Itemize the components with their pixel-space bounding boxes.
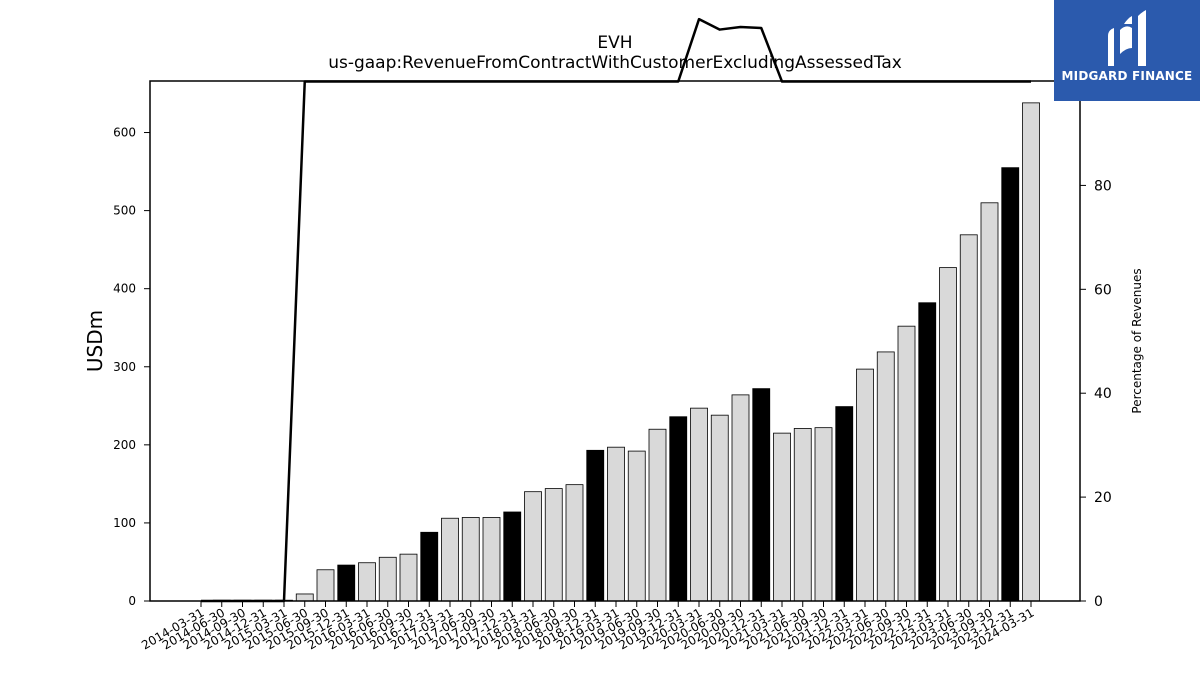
bar (482, 517, 501, 602)
logo-mark-icon (1108, 10, 1146, 66)
y2-tick-label: 80 (1094, 178, 1112, 194)
bar (607, 446, 625, 602)
bar (544, 488, 563, 602)
bar (316, 569, 335, 602)
bar (1001, 167, 1020, 602)
y2-tick-label: 20 (1094, 490, 1112, 506)
bar (378, 556, 397, 602)
y-tick-label: 400 (113, 282, 136, 296)
y2-tick-label: 40 (1094, 386, 1112, 402)
y-tick-label: 600 (113, 126, 136, 140)
bar (503, 511, 522, 602)
y2-axis-label: Percentage of Revenues (1130, 268, 1144, 413)
bar (980, 202, 999, 602)
y-axis: 0 100 200 300 400 500 600 (113, 126, 150, 608)
bar (856, 368, 874, 602)
y-tick-label: 0 (128, 594, 136, 608)
logo: MIDGARD FINANCE (1054, 0, 1200, 101)
bar (669, 416, 688, 602)
bar (814, 427, 833, 602)
bar (627, 450, 646, 602)
y-axis-label: USDm (83, 310, 107, 372)
chart-subtitle: us-gaap:RevenueFromContractWithCustomerE… (328, 53, 902, 73)
bar (1022, 102, 1040, 602)
y2-tick-label: 0 (1094, 594, 1103, 610)
y2-tick-label: 60 (1094, 282, 1112, 298)
y-tick-label: 200 (113, 438, 136, 452)
bar (773, 432, 791, 602)
plot-frame (149, 80, 1081, 602)
bar (524, 491, 542, 602)
bar (959, 234, 978, 602)
bars-group (212, 102, 1040, 602)
bar (835, 406, 854, 602)
logo-text: MIDGARD FINANCE (1061, 69, 1193, 83)
bar (690, 407, 708, 602)
bar (586, 449, 605, 602)
y-tick-label: 500 (113, 204, 136, 218)
bar (565, 484, 584, 602)
bar (939, 267, 957, 602)
y-tick-label: 300 (113, 360, 136, 374)
bar (648, 428, 667, 602)
bar (876, 351, 895, 602)
bar (461, 517, 480, 602)
bar (918, 302, 937, 602)
y2-axis: 020406080100 (1080, 75, 1121, 610)
bar (897, 325, 916, 602)
bar (420, 531, 439, 602)
bar (337, 564, 356, 602)
bar (793, 428, 812, 602)
x-axis: 2014-03-312014-06-302014-09-302014-12-31… (139, 601, 1037, 652)
y-tick-label: 100 (113, 516, 136, 530)
bar (358, 562, 376, 602)
bar (731, 394, 750, 602)
bar (710, 414, 729, 602)
bar (441, 517, 459, 602)
bar (399, 553, 418, 602)
chart-title: EVH (597, 33, 632, 53)
bar (752, 388, 771, 602)
bar (295, 593, 314, 602)
